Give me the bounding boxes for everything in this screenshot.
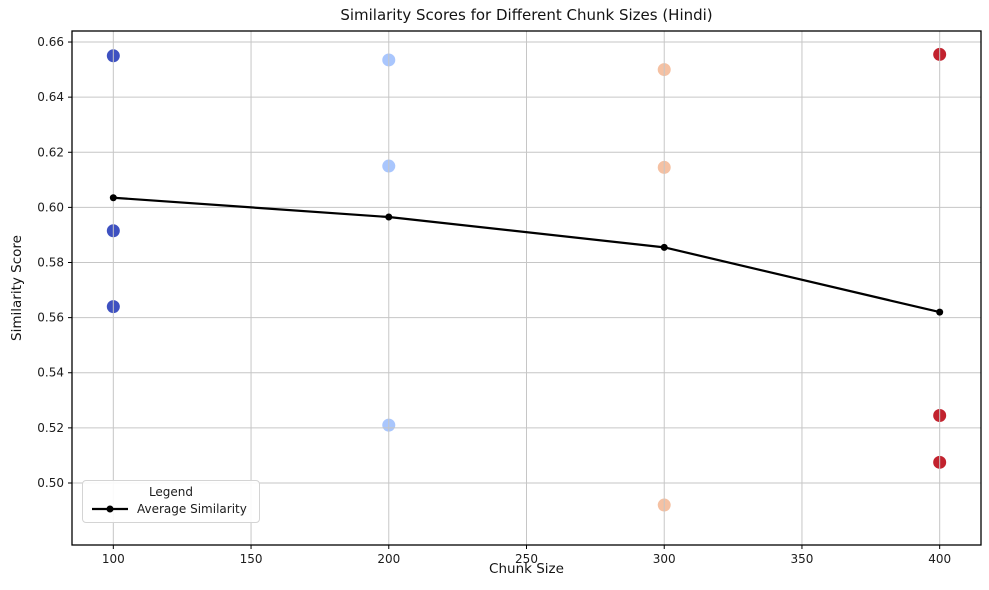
y-tick-label: 0.54 [37, 366, 64, 380]
x-tick-label: 350 [791, 552, 814, 566]
average-similarity-point [936, 308, 944, 316]
x-axis-label: Chunk Size [489, 561, 564, 577]
average-similarity-point [109, 194, 117, 202]
y-tick-label: 0.50 [37, 476, 64, 490]
y-tick-label: 0.52 [37, 421, 64, 435]
legend-entry-label: Average Similarity [137, 502, 247, 516]
x-tick-label: 400 [928, 552, 951, 566]
x-tick-label: 300 [653, 552, 676, 566]
y-tick-label: 0.60 [37, 200, 64, 214]
average-similarity-point [660, 243, 668, 251]
line-dot-marker-icon [92, 505, 128, 513]
x-tick-label: 250 [515, 552, 538, 566]
legend: Legend Average Similarity [82, 480, 260, 523]
legend-entry-average-similarity: Average Similarity [91, 502, 251, 516]
chart-title: Similarity Scores for Different Chunk Si… [340, 6, 713, 24]
y-tick-label: 0.56 [37, 311, 64, 325]
y-tick-label: 0.62 [37, 145, 64, 159]
x-tick-label: 200 [377, 552, 400, 566]
y-tick-label: 0.66 [37, 35, 64, 49]
average-similarity-line [113, 196, 940, 314]
y-axis-label: Similarity Score [9, 235, 25, 341]
average-similarity-point [385, 213, 393, 221]
x-tick-label: 150 [240, 552, 263, 566]
legend-title: Legend [148, 485, 194, 499]
y-tick-label: 0.64 [37, 90, 64, 104]
x-tick-label: 100 [102, 552, 125, 566]
y-tick-label: 0.58 [37, 256, 64, 270]
